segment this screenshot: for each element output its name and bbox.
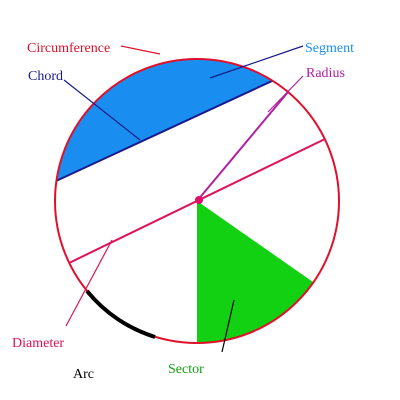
leader-line xyxy=(120,45,161,55)
arc xyxy=(85,289,156,339)
label: Sector xyxy=(168,362,204,377)
leader-line xyxy=(63,79,141,141)
label: Arc xyxy=(73,367,94,382)
label: Diameter xyxy=(12,336,64,351)
chord-line xyxy=(55,80,273,182)
leader-line xyxy=(209,45,304,79)
leader-line xyxy=(65,239,113,327)
label: Circumference xyxy=(27,41,110,56)
label: Chord xyxy=(28,69,63,84)
radius-line xyxy=(196,91,289,202)
label: Radius xyxy=(306,66,345,81)
leader-line xyxy=(267,75,304,113)
label: Segment xyxy=(305,41,354,56)
circumference xyxy=(54,58,340,344)
sector-fill xyxy=(197,201,313,343)
leader-line xyxy=(221,299,235,353)
center-point xyxy=(195,196,203,204)
